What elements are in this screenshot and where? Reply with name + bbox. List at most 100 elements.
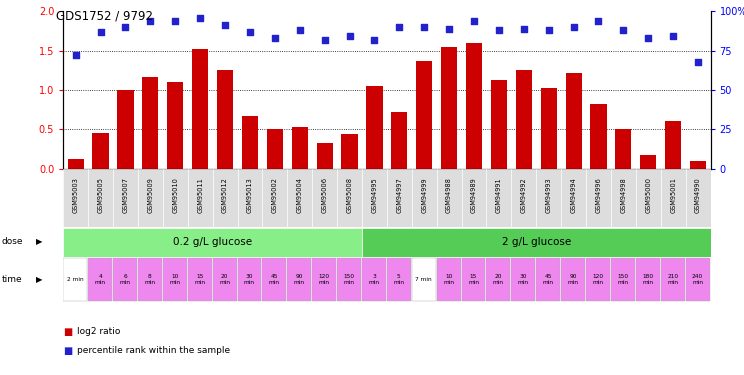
Text: 150
min: 150 min: [344, 274, 355, 285]
Bar: [213, 169, 237, 227]
Text: GSM95008: GSM95008: [347, 177, 353, 213]
Bar: [263, 258, 286, 301]
Text: GSM95000: GSM95000: [645, 177, 651, 213]
Bar: [661, 258, 684, 301]
Text: 90
min: 90 min: [568, 274, 579, 285]
Bar: [138, 169, 163, 227]
Bar: [686, 169, 711, 227]
Point: [518, 26, 530, 32]
Text: GSM95011: GSM95011: [197, 177, 203, 213]
Point: [368, 37, 380, 43]
Bar: [92, 132, 109, 169]
Text: GSM94997: GSM94997: [397, 177, 403, 213]
Bar: [536, 258, 560, 301]
Text: GSM94992: GSM94992: [521, 177, 527, 213]
Text: 120
min: 120 min: [318, 274, 330, 285]
Text: 30
min: 30 min: [244, 274, 255, 285]
Bar: [192, 49, 208, 169]
Point: [219, 22, 231, 28]
Text: 15
min: 15 min: [194, 274, 205, 285]
Bar: [615, 129, 632, 169]
Point: [592, 18, 604, 24]
Text: GSM94995: GSM94995: [371, 177, 377, 213]
Point: [244, 29, 256, 35]
Text: GSM94991: GSM94991: [496, 177, 502, 213]
Bar: [217, 70, 233, 169]
Text: 120
min: 120 min: [592, 274, 603, 285]
Text: 20
min: 20 min: [493, 274, 504, 285]
Point: [294, 27, 306, 33]
Bar: [690, 161, 706, 169]
Bar: [511, 258, 535, 301]
Bar: [686, 258, 710, 301]
Point: [642, 35, 654, 41]
Bar: [636, 258, 660, 301]
Bar: [362, 258, 386, 301]
Bar: [187, 258, 211, 301]
Bar: [316, 143, 333, 169]
Point: [394, 24, 405, 30]
Text: 15
min: 15 min: [468, 274, 479, 285]
Text: 240
min: 240 min: [692, 274, 703, 285]
Bar: [665, 122, 682, 169]
Bar: [337, 258, 361, 301]
Text: GSM95010: GSM95010: [173, 177, 179, 213]
Bar: [636, 169, 661, 227]
Bar: [536, 169, 561, 227]
Point: [194, 15, 206, 21]
Bar: [63, 169, 88, 227]
Text: 5
min: 5 min: [394, 274, 404, 285]
Text: ■: ■: [63, 327, 72, 337]
Bar: [366, 86, 382, 169]
Text: GSM94990: GSM94990: [695, 177, 701, 213]
Bar: [411, 169, 437, 227]
Bar: [292, 127, 308, 169]
Text: GSM95005: GSM95005: [97, 177, 103, 213]
Text: 90
min: 90 min: [294, 274, 305, 285]
Point: [692, 58, 704, 64]
Bar: [113, 258, 137, 301]
Text: 10
min: 10 min: [170, 274, 180, 285]
Bar: [511, 169, 536, 227]
Bar: [565, 73, 582, 169]
Point: [543, 27, 555, 33]
Bar: [461, 169, 487, 227]
Text: 2 min: 2 min: [67, 277, 83, 282]
Text: GSM94988: GSM94988: [446, 177, 452, 213]
Bar: [461, 258, 486, 301]
Bar: [362, 169, 387, 227]
Point: [618, 27, 629, 33]
Text: 4
min: 4 min: [94, 274, 106, 285]
Text: 0.2 g/L glucose: 0.2 g/L glucose: [173, 237, 252, 247]
Text: GSM95007: GSM95007: [123, 177, 129, 213]
Text: percentile rank within the sample: percentile rank within the sample: [77, 346, 230, 355]
Bar: [341, 134, 358, 169]
Point: [493, 27, 505, 33]
Bar: [118, 90, 134, 169]
Bar: [163, 258, 187, 301]
Text: 180
min: 180 min: [642, 274, 653, 285]
Bar: [267, 129, 283, 169]
Text: 45
min: 45 min: [269, 274, 280, 285]
Text: GSM94993: GSM94993: [545, 177, 552, 213]
Point: [70, 53, 82, 58]
Bar: [237, 258, 261, 301]
Text: ▶: ▶: [36, 275, 42, 284]
Text: 150
min: 150 min: [618, 274, 629, 285]
Bar: [437, 258, 461, 301]
Point: [667, 33, 679, 39]
Text: GSM94999: GSM94999: [421, 177, 427, 213]
Bar: [411, 258, 436, 301]
Bar: [287, 258, 311, 301]
Point: [344, 33, 356, 39]
Bar: [337, 169, 362, 227]
Bar: [586, 258, 610, 301]
Text: 30
min: 30 min: [518, 274, 529, 285]
Point: [568, 24, 580, 30]
Text: dose: dose: [1, 237, 23, 246]
Text: 45
min: 45 min: [542, 274, 554, 285]
Bar: [287, 169, 312, 227]
Bar: [516, 70, 532, 169]
Text: GSM95004: GSM95004: [297, 177, 303, 213]
Bar: [213, 258, 237, 301]
